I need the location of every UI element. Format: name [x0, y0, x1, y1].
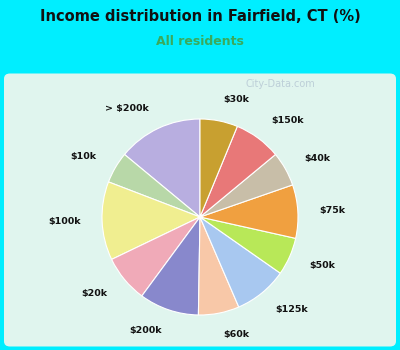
Text: $10k: $10k	[71, 152, 97, 161]
Text: $200k: $200k	[129, 326, 162, 335]
Wedge shape	[102, 182, 200, 259]
Wedge shape	[112, 217, 200, 296]
Wedge shape	[142, 217, 200, 315]
Wedge shape	[200, 126, 276, 217]
Wedge shape	[108, 154, 200, 217]
Text: $50k: $50k	[310, 261, 336, 270]
Text: $125k: $125k	[276, 305, 308, 314]
Text: City-Data.com: City-Data.com	[245, 79, 315, 89]
Wedge shape	[200, 217, 280, 307]
Text: $20k: $20k	[82, 289, 108, 298]
Text: $30k: $30k	[223, 95, 249, 104]
Text: $100k: $100k	[48, 217, 80, 226]
FancyBboxPatch shape	[4, 74, 396, 346]
Wedge shape	[198, 217, 239, 315]
Text: $60k: $60k	[223, 330, 249, 339]
Wedge shape	[200, 154, 292, 217]
Text: > $200k: > $200k	[105, 104, 149, 113]
Text: $150k: $150k	[271, 116, 304, 125]
Text: All residents: All residents	[156, 35, 244, 48]
Wedge shape	[124, 119, 200, 217]
Text: $40k: $40k	[304, 154, 330, 163]
Wedge shape	[200, 185, 298, 238]
Text: $75k: $75k	[319, 206, 346, 215]
Wedge shape	[200, 119, 237, 217]
Text: Income distribution in Fairfield, CT (%): Income distribution in Fairfield, CT (%)	[40, 9, 360, 24]
Wedge shape	[200, 217, 296, 273]
